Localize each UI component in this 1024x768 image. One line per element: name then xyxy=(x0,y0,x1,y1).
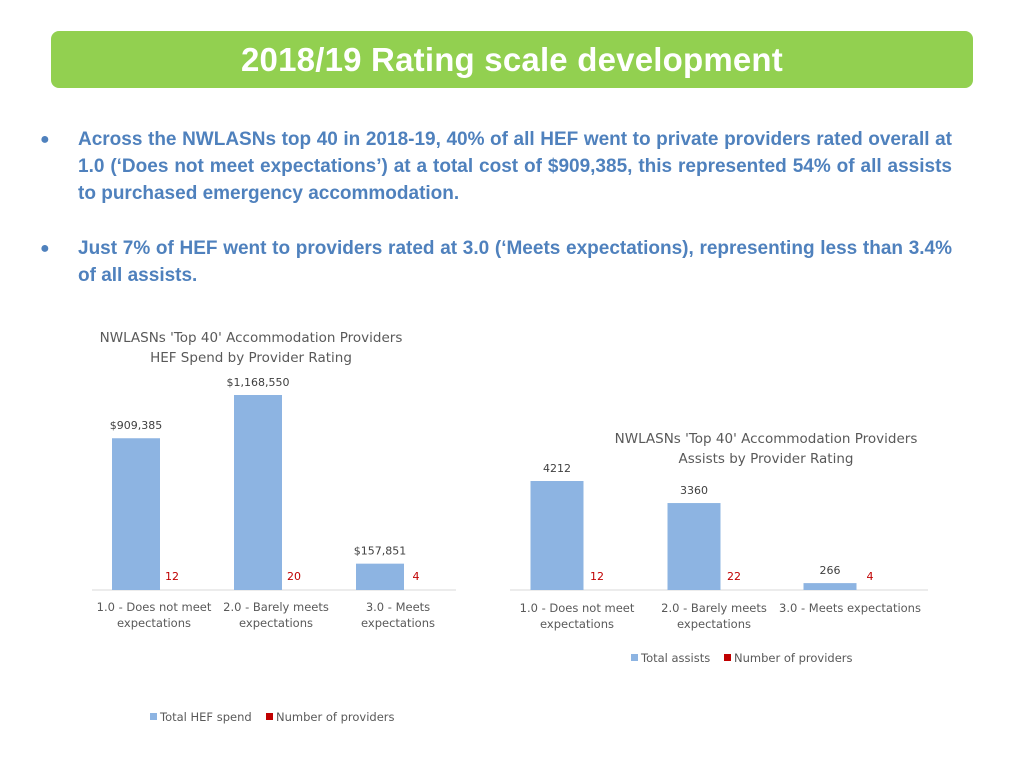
tick-label: 2.0 - Barely meets xyxy=(223,600,329,614)
tick-label: 3.0 - Meets expectations xyxy=(779,601,921,615)
bar xyxy=(112,438,160,590)
chart-title: Assists by Provider Rating xyxy=(679,451,854,467)
bullet-dot-icon: ● xyxy=(40,240,50,257)
tick-label: 2.0 - Barely meets xyxy=(661,601,767,615)
legend-swatch xyxy=(150,713,157,720)
data-label: $1,168,550 xyxy=(227,376,290,389)
tick-label: 1.0 - Does not meet xyxy=(97,600,212,614)
tick-label: expectations xyxy=(540,617,614,631)
legend-label: Number of providers xyxy=(734,651,853,665)
provider-count-label: 20 xyxy=(287,570,301,583)
data-label: 266 xyxy=(820,564,841,577)
chart-title: NWLASNs 'Top 40' Accommodation Providers xyxy=(100,330,403,346)
bar xyxy=(667,503,721,590)
bullet-dot-icon: ● xyxy=(40,131,50,148)
title-banner: 2018/19 Rating scale development xyxy=(51,31,973,88)
provider-count-label: 22 xyxy=(727,570,741,583)
chart-title: NWLASNs 'Top 40' Accommodation Providers xyxy=(615,431,918,447)
legend-label: Number of providers xyxy=(276,710,395,724)
tick-label: 3.0 - Meets xyxy=(366,600,430,614)
tick-label: expectations xyxy=(361,616,435,630)
data-label: 4212 xyxy=(543,462,571,475)
provider-count-label: 4 xyxy=(413,570,420,583)
legend-swatch xyxy=(266,713,273,720)
bar xyxy=(530,481,584,590)
legend-label: Total assists xyxy=(640,651,710,665)
bullet-text: Across the NWLASNs top 40 in 2018-19, 40… xyxy=(78,129,952,204)
tick-label: expectations xyxy=(239,616,313,630)
data-label: 3360 xyxy=(680,484,708,497)
bullet-item: ● Just 7% of HEF went to providers rated… xyxy=(40,235,952,289)
legend-swatch xyxy=(631,654,638,661)
chart-title: HEF Spend by Provider Rating xyxy=(150,350,352,366)
tick-label: expectations xyxy=(117,616,191,630)
page-title: 2018/19 Rating scale development xyxy=(241,40,783,78)
bar xyxy=(234,395,282,590)
data-label: $909,385 xyxy=(110,419,163,432)
provider-count-label: 12 xyxy=(590,570,604,583)
provider-count-label: 4 xyxy=(867,570,874,583)
data-label: $157,851 xyxy=(354,545,407,558)
bullet-list: ● Across the NWLASNs top 40 in 2018-19, … xyxy=(40,126,952,317)
bullet-item: ● Across the NWLASNs top 40 in 2018-19, … xyxy=(40,126,952,207)
tick-label: expectations xyxy=(677,617,751,631)
bar xyxy=(356,563,404,590)
legend-swatch xyxy=(724,654,731,661)
legend-label: Total HEF spend xyxy=(159,710,252,724)
tick-label: 1.0 - Does not meet xyxy=(520,601,635,615)
provider-count-label: 12 xyxy=(165,570,179,583)
bar xyxy=(803,583,857,590)
bullet-text: Just 7% of HEF went to providers rated a… xyxy=(78,238,952,286)
